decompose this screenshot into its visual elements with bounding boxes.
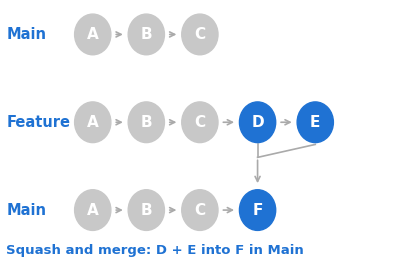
Circle shape <box>297 102 333 143</box>
Text: B: B <box>140 27 152 42</box>
Text: B: B <box>140 203 152 218</box>
Circle shape <box>182 102 218 143</box>
Circle shape <box>128 190 164 230</box>
Circle shape <box>182 14 218 55</box>
Circle shape <box>239 102 276 143</box>
Circle shape <box>75 102 111 143</box>
Text: A: A <box>87 203 99 218</box>
Circle shape <box>182 190 218 230</box>
Text: C: C <box>194 115 206 130</box>
Circle shape <box>75 190 111 230</box>
Text: D: D <box>251 115 264 130</box>
Text: C: C <box>194 203 206 218</box>
Text: E: E <box>310 115 320 130</box>
Text: Main: Main <box>6 27 46 42</box>
Text: Feature: Feature <box>6 115 70 130</box>
Text: A: A <box>87 27 99 42</box>
Circle shape <box>239 190 276 230</box>
Text: F: F <box>253 203 263 218</box>
Text: C: C <box>194 27 206 42</box>
Circle shape <box>128 102 164 143</box>
Circle shape <box>128 14 164 55</box>
Text: A: A <box>87 115 99 130</box>
Text: B: B <box>140 115 152 130</box>
Circle shape <box>75 14 111 55</box>
Text: Main: Main <box>6 203 46 218</box>
Text: Squash and merge: D + E into F in Main: Squash and merge: D + E into F in Main <box>6 244 304 257</box>
